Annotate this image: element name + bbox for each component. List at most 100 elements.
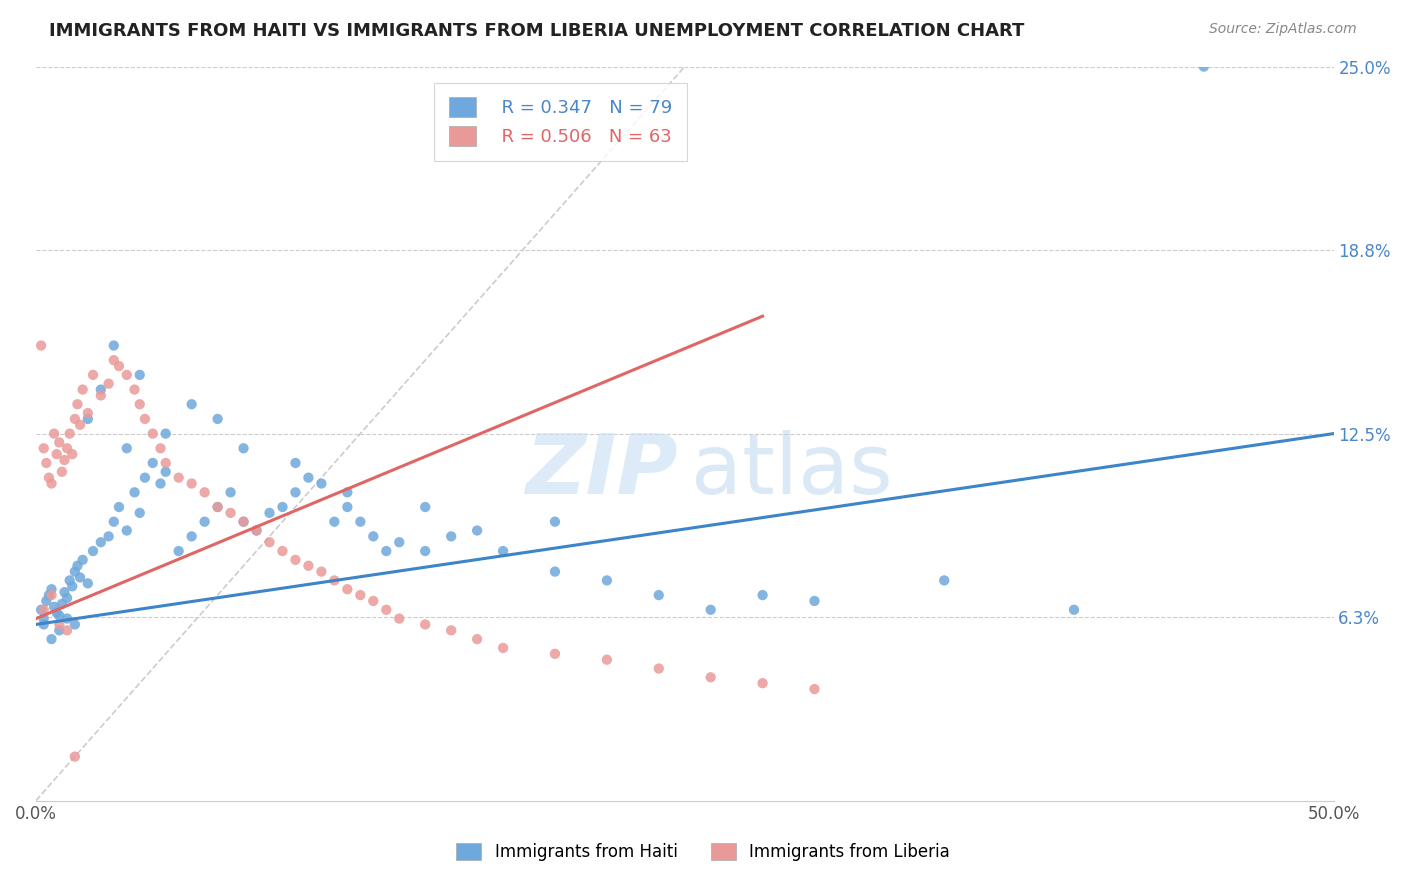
Point xyxy=(388,611,411,625)
Point xyxy=(413,617,436,632)
Point xyxy=(388,535,411,549)
Point xyxy=(66,397,89,411)
Point xyxy=(82,368,104,382)
Point xyxy=(167,470,190,484)
Point xyxy=(103,338,125,352)
Point xyxy=(124,383,146,397)
Point xyxy=(336,485,359,500)
Point xyxy=(155,426,177,441)
Point xyxy=(32,603,55,617)
Point xyxy=(115,524,138,538)
Point xyxy=(311,565,333,579)
Point xyxy=(167,544,190,558)
Point xyxy=(32,617,55,632)
Point xyxy=(134,412,156,426)
Point xyxy=(108,500,131,514)
Point xyxy=(51,597,73,611)
Point xyxy=(59,574,82,588)
Point xyxy=(103,515,125,529)
Point xyxy=(259,506,281,520)
Point xyxy=(284,456,307,470)
Point xyxy=(284,485,307,500)
Point xyxy=(124,485,146,500)
Point xyxy=(63,749,86,764)
Point xyxy=(544,565,567,579)
Point xyxy=(48,617,70,632)
Point xyxy=(45,447,67,461)
Point xyxy=(45,606,67,620)
Point xyxy=(207,412,229,426)
Point xyxy=(76,412,98,426)
Point xyxy=(142,426,165,441)
Point xyxy=(48,624,70,638)
Point xyxy=(934,574,956,588)
Point xyxy=(41,582,63,597)
Point xyxy=(38,470,60,484)
Point xyxy=(492,544,515,558)
Point xyxy=(56,611,79,625)
Point xyxy=(207,500,229,514)
Point xyxy=(128,368,150,382)
Point xyxy=(751,676,773,690)
Text: ZIP: ZIP xyxy=(526,430,678,511)
Point xyxy=(544,647,567,661)
Point xyxy=(149,476,172,491)
Point xyxy=(596,574,619,588)
Point xyxy=(128,506,150,520)
Point xyxy=(56,591,79,605)
Point xyxy=(35,456,58,470)
Point xyxy=(803,681,825,696)
Point xyxy=(323,515,346,529)
Point xyxy=(544,515,567,529)
Point xyxy=(440,624,463,638)
Point xyxy=(271,544,294,558)
Point xyxy=(56,442,79,456)
Point xyxy=(60,447,83,461)
Point xyxy=(180,529,202,543)
Point xyxy=(440,529,463,543)
Point xyxy=(232,515,254,529)
Point xyxy=(699,670,721,684)
Point xyxy=(648,588,671,602)
Point xyxy=(232,515,254,529)
Point xyxy=(375,603,398,617)
Point xyxy=(349,588,371,602)
Point xyxy=(51,465,73,479)
Point xyxy=(284,553,307,567)
Point xyxy=(72,553,94,567)
Point xyxy=(180,476,202,491)
Point xyxy=(699,603,721,617)
Point xyxy=(336,582,359,597)
Point xyxy=(115,368,138,382)
Point xyxy=(413,500,436,514)
Point xyxy=(63,565,86,579)
Point xyxy=(259,535,281,549)
Point xyxy=(492,640,515,655)
Point xyxy=(323,574,346,588)
Point xyxy=(60,579,83,593)
Point xyxy=(69,570,91,584)
Point xyxy=(30,603,52,617)
Point xyxy=(90,383,112,397)
Point xyxy=(38,588,60,602)
Legend:   R = 0.347   N = 79,   R = 0.506   N = 63: R = 0.347 N = 79, R = 0.506 N = 63 xyxy=(434,83,688,161)
Point xyxy=(180,397,202,411)
Point xyxy=(103,353,125,368)
Text: IMMIGRANTS FROM HAITI VS IMMIGRANTS FROM LIBERIA UNEMPLOYMENT CORRELATION CHART: IMMIGRANTS FROM HAITI VS IMMIGRANTS FROM… xyxy=(49,22,1025,40)
Point xyxy=(128,397,150,411)
Point xyxy=(142,456,165,470)
Point xyxy=(648,661,671,675)
Point xyxy=(1063,603,1085,617)
Point xyxy=(245,524,267,538)
Point xyxy=(90,388,112,402)
Point xyxy=(375,544,398,558)
Point xyxy=(207,500,229,514)
Point xyxy=(53,453,76,467)
Point xyxy=(59,426,82,441)
Point xyxy=(82,544,104,558)
Point xyxy=(76,576,98,591)
Point xyxy=(219,485,242,500)
Point xyxy=(41,588,63,602)
Point xyxy=(69,417,91,432)
Point xyxy=(76,406,98,420)
